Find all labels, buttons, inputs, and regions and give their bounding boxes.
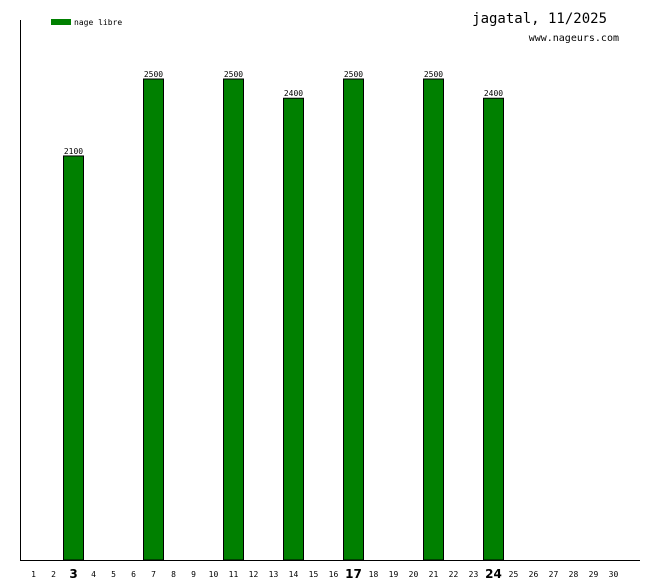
legend-swatch <box>51 19 71 25</box>
x-tick-label-29: 29 <box>589 570 599 579</box>
x-tick-label-10: 10 <box>209 570 219 579</box>
bar-day-24 <box>483 97 504 561</box>
bar-value-label-day-21: 2500 <box>424 70 443 79</box>
x-tick-label-14: 14 <box>289 570 299 579</box>
chart-title: jagatal, 11/2025 <box>472 11 607 27</box>
bar-value-label-day-24: 2400 <box>484 89 503 98</box>
x-tick-label-23: 23 <box>469 570 479 579</box>
bar-value-label-day-7: 2500 <box>144 70 163 79</box>
bar-day-21 <box>423 78 444 561</box>
x-tick-label-6: 6 <box>131 570 136 579</box>
x-tick-label-5: 5 <box>111 570 116 579</box>
x-tick-label-15: 15 <box>309 570 319 579</box>
legend-label: nage libre <box>74 18 122 27</box>
bar-day-11 <box>223 78 244 561</box>
x-tick-label-30: 30 <box>609 570 619 579</box>
x-tick-label-20: 20 <box>409 570 419 579</box>
x-tick-labels: 1 2 3 4 5 6 7 8 9 10 11 12 13 14 15 16 17 18 19 20 21 22 23 24 2… <box>31 567 618 580</box>
x-tick-label-27: 27 <box>549 570 559 579</box>
x-tick-label-16: 16 <box>329 570 339 579</box>
x-tick-label-7: 7 <box>151 570 156 579</box>
x-tick-label-3: 3 <box>69 567 77 580</box>
bar-value-label-day-3: 2100 <box>64 147 83 156</box>
x-tick-label-9: 9 <box>191 570 196 579</box>
x-tick-label-8: 8 <box>171 570 176 579</box>
x-tick-label-11: 11 <box>229 570 239 579</box>
x-tick-label-12: 12 <box>249 570 259 579</box>
bar-day-14 <box>283 97 304 561</box>
legend: nage libre <box>51 18 122 27</box>
x-tick-label-2: 2 <box>51 570 56 579</box>
bar-labels: 2100 2500 2500 2400 2500 2500 2400 <box>64 70 503 156</box>
x-tick-label-19: 19 <box>389 570 399 579</box>
chart-subtitle: www.nageurs.com <box>529 33 619 44</box>
x-tick-label-25: 25 <box>509 570 519 579</box>
bar-value-label-day-11: 2500 <box>224 70 243 79</box>
bar-value-label-day-17: 2500 <box>344 70 363 79</box>
x-tick-label-24: 24 <box>485 567 502 580</box>
x-tick-label-28: 28 <box>569 570 579 579</box>
x-tick-label-13: 13 <box>269 570 279 579</box>
x-tick-label-4: 4 <box>91 570 96 579</box>
x-tick-label-21: 21 <box>429 570 439 579</box>
x-tick-label-22: 22 <box>449 570 459 579</box>
x-tick-label-26: 26 <box>529 570 539 579</box>
bar-day-3 <box>63 155 84 561</box>
bars <box>63 78 504 561</box>
x-tick-label-18: 18 <box>369 570 379 579</box>
x-tick-label-17: 17 <box>345 567 362 580</box>
x-tick-label-1: 1 <box>31 570 36 579</box>
bar-day-7 <box>143 78 164 561</box>
bar-day-17 <box>343 78 364 561</box>
bar-value-label-day-14: 2400 <box>284 89 303 98</box>
